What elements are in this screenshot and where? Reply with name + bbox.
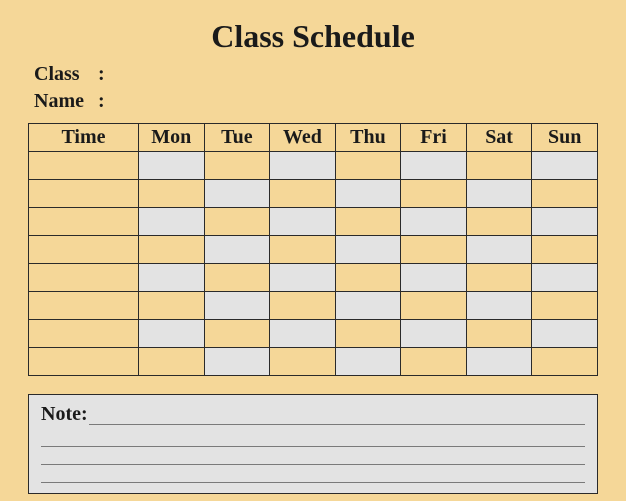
schedule-cell[interactable] [401,236,467,264]
name-colon: : [98,88,110,115]
schedule-body [29,152,598,376]
table-row [29,152,598,180]
schedule-cell[interactable] [532,348,598,376]
schedule-cell[interactable] [139,292,205,320]
schedule-cell[interactable] [270,292,336,320]
note-lines [41,429,585,483]
schedule-cell[interactable] [532,236,598,264]
table-row [29,180,598,208]
schedule-cell[interactable] [204,292,270,320]
schedule-cell[interactable] [532,320,598,348]
schedule-cell[interactable] [204,152,270,180]
schedule-cell[interactable] [139,236,205,264]
header-day: Fri [401,124,467,152]
schedule-cell[interactable] [401,292,467,320]
note-label: Note: [41,403,88,426]
schedule-cell[interactable] [532,292,598,320]
table-row [29,208,598,236]
schedule-cell[interactable] [270,152,336,180]
schedule-page: Class Schedule Class : Name : Time Mon T… [0,0,626,501]
table-row [29,292,598,320]
header-day: Thu [335,124,401,152]
schedule-cell[interactable] [335,208,401,236]
time-cell[interactable] [29,236,139,264]
schedule-cell[interactable] [270,180,336,208]
header-day: Tue [204,124,270,152]
schedule-cell[interactable] [401,320,467,348]
note-line[interactable] [41,429,585,447]
schedule-cell[interactable] [401,152,467,180]
schedule-cell[interactable] [139,208,205,236]
time-cell[interactable] [29,292,139,320]
time-cell[interactable] [29,320,139,348]
header-time: Time [29,124,139,152]
schedule-cell[interactable] [335,292,401,320]
schedule-cell[interactable] [204,348,270,376]
schedule-cell[interactable] [532,180,598,208]
schedule-cell[interactable] [532,264,598,292]
time-cell[interactable] [29,348,139,376]
schedule-cell[interactable] [139,264,205,292]
note-line[interactable] [89,424,585,425]
note-line[interactable] [41,447,585,465]
note-box: Note: [28,394,598,494]
schedule-header-row: Time Mon Tue Wed Thu Fri Sat Sun [29,124,598,152]
schedule-cell[interactable] [466,180,532,208]
schedule-cell[interactable] [204,236,270,264]
schedule-cell[interactable] [401,348,467,376]
schedule-cell[interactable] [139,348,205,376]
header-day: Mon [139,124,205,152]
schedule-cell[interactable] [335,180,401,208]
schedule-cell[interactable] [335,264,401,292]
schedule-cell[interactable] [466,236,532,264]
meta-row-class: Class : [34,61,598,88]
header-day: Sun [532,124,598,152]
time-cell[interactable] [29,208,139,236]
schedule-cell[interactable] [401,180,467,208]
schedule-cell[interactable] [466,292,532,320]
meta-row-name: Name : [34,88,598,115]
schedule-cell[interactable] [466,320,532,348]
schedule-cell[interactable] [139,320,205,348]
schedule-cell[interactable] [466,208,532,236]
schedule-table: Time Mon Tue Wed Thu Fri Sat Sun [28,123,598,376]
schedule-cell[interactable] [401,264,467,292]
schedule-cell[interactable] [532,152,598,180]
page-title: Class Schedule [28,18,598,55]
schedule-cell[interactable] [139,180,205,208]
schedule-cell[interactable] [401,208,467,236]
note-line[interactable] [41,465,585,483]
schedule-cell[interactable] [270,236,336,264]
name-label: Name [34,88,98,115]
class-colon: : [98,61,110,88]
schedule-cell[interactable] [466,152,532,180]
schedule-cell[interactable] [466,348,532,376]
time-cell[interactable] [29,180,139,208]
schedule-cell[interactable] [204,264,270,292]
time-cell[interactable] [29,264,139,292]
schedule-cell[interactable] [270,264,336,292]
schedule-cell[interactable] [335,152,401,180]
meta-block: Class : Name : [34,61,598,115]
header-day: Sat [466,124,532,152]
schedule-cell[interactable] [204,180,270,208]
schedule-cell[interactable] [204,208,270,236]
schedule-cell[interactable] [204,320,270,348]
schedule-cell[interactable] [335,236,401,264]
header-day: Wed [270,124,336,152]
time-cell[interactable] [29,152,139,180]
table-row [29,348,598,376]
schedule-cell[interactable] [335,320,401,348]
schedule-cell[interactable] [139,152,205,180]
schedule-cell[interactable] [466,264,532,292]
table-row [29,236,598,264]
class-label: Class [34,61,98,88]
table-row [29,320,598,348]
schedule-cell[interactable] [270,208,336,236]
table-row [29,264,598,292]
schedule-cell[interactable] [335,348,401,376]
schedule-cell[interactable] [270,320,336,348]
schedule-cell[interactable] [270,348,336,376]
schedule-cell[interactable] [532,208,598,236]
